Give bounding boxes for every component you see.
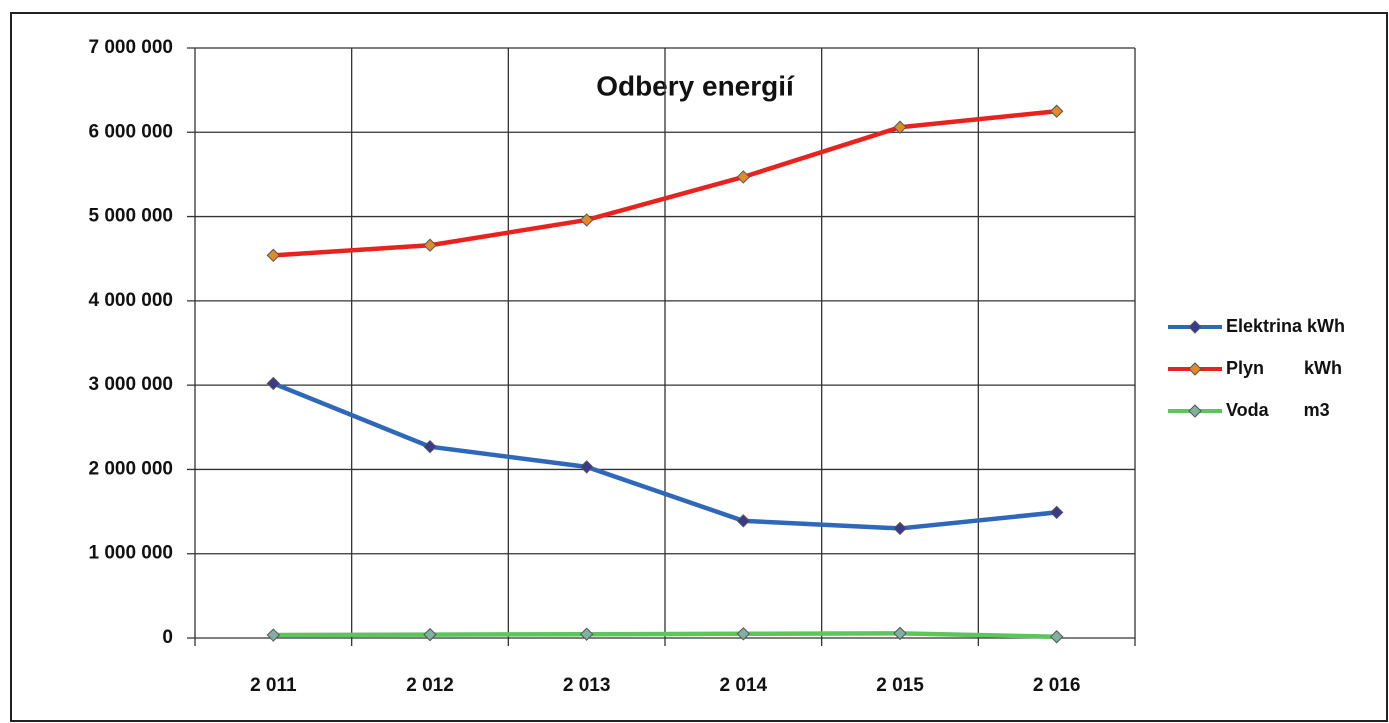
marker [579, 627, 594, 641]
series-line [273, 631, 1057, 639]
x-tick-label: 2 014 [720, 675, 768, 696]
marker [1049, 104, 1064, 118]
marker [423, 627, 437, 642]
y-tick-label: 4 000 000 [88, 290, 173, 311]
y-tick-label: 2 000 000 [88, 458, 173, 479]
x-tick-label: 2 011 [250, 675, 297, 696]
legend-label: Elektrina kWh [1226, 316, 1345, 336]
y-tick-label: 3 000 000 [88, 374, 173, 395]
x-tick-label: 2 013 [563, 675, 611, 696]
marker [1049, 505, 1064, 520]
marker [579, 460, 594, 474]
marker [893, 626, 907, 641]
legend-marker [1188, 362, 1202, 376]
y-tick-label: 6 000 000 [88, 121, 173, 142]
marker [1049, 630, 1064, 644]
x-tick-label: 2 012 [406, 675, 454, 696]
legend-marker [1188, 320, 1202, 334]
y-tick-label: 7 000 000 [88, 37, 173, 58]
marker [736, 514, 751, 528]
marker [893, 120, 907, 134]
marker [893, 521, 907, 536]
marker [736, 627, 751, 641]
chart-border [10, 12, 1388, 722]
chart-title: Odbery energií [596, 70, 795, 101]
series-line [272, 381, 1057, 531]
x-tick-label: 2 016 [1033, 675, 1081, 696]
legend-label: Voda m3 [1226, 400, 1330, 420]
series-line [273, 108, 1057, 258]
marker [579, 213, 594, 227]
y-tick-label: 0 [162, 627, 173, 648]
marker [266, 248, 281, 263]
legend-label: Plyn kWh [1226, 358, 1342, 378]
marker [266, 376, 281, 391]
y-tick-label: 1 000 000 [88, 543, 173, 564]
y-tick-label: 5 000 000 [88, 206, 173, 227]
marker [423, 238, 437, 252]
marker [266, 628, 281, 642]
marker [423, 439, 437, 454]
legend-marker [1188, 404, 1202, 418]
marker [736, 170, 751, 184]
x-tick-label: 2 015 [876, 675, 924, 696]
